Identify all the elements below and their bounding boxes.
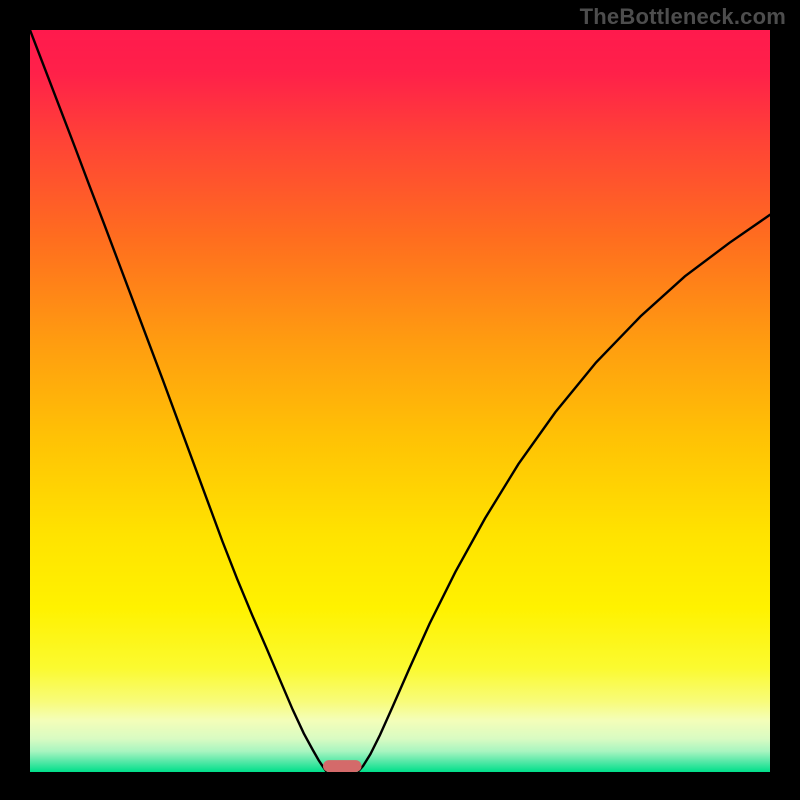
plot-area <box>30 30 770 772</box>
watermark-text: TheBottleneck.com <box>580 4 786 30</box>
min-marker <box>323 760 361 772</box>
chart-frame: TheBottleneck.com <box>0 0 800 800</box>
chart-background <box>30 30 770 772</box>
chart-svg <box>30 30 770 772</box>
